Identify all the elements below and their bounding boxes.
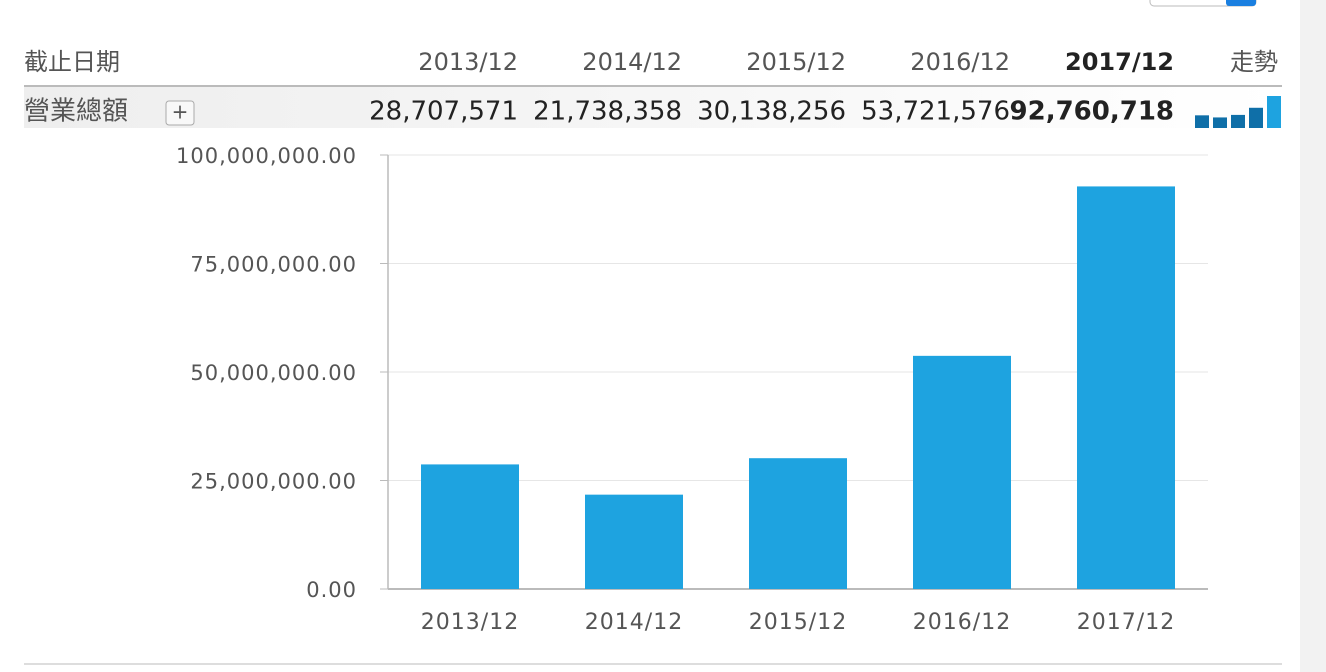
y-tick-label: 25,000,000.00	[190, 470, 357, 494]
column-header: 2016/12	[910, 48, 1010, 76]
plus-icon[interactable]: +	[172, 100, 189, 124]
column-header: 2017/12	[1065, 48, 1174, 76]
expand-button[interactable]	[165, 100, 195, 126]
y-tick-label: 0.00	[306, 578, 357, 602]
column-header: 2014/12	[582, 48, 682, 76]
cell: 30,138,256	[697, 97, 846, 127]
bar	[585, 494, 683, 589]
bar	[749, 458, 847, 589]
bar	[421, 464, 519, 589]
sparkline-bar	[1231, 114, 1245, 128]
y-tick-label: 75,000,000.00	[190, 253, 357, 277]
x-tick-label: 2014/12	[585, 610, 683, 635]
scrollbar-track	[1300, 0, 1326, 672]
bar	[1077, 186, 1175, 589]
row-label: 營業總額	[24, 97, 128, 127]
cell: 92,760,718	[1010, 97, 1174, 127]
row-background	[24, 87, 1282, 128]
cell: 21,738,358	[533, 97, 682, 127]
column-header: 2015/12	[746, 48, 846, 76]
column-header: 2013/12	[418, 48, 518, 76]
cell: 53,721,576	[861, 97, 1010, 127]
sparkline-bar	[1195, 115, 1209, 128]
x-tick-label: 2015/12	[749, 610, 847, 635]
bar	[913, 355, 1011, 589]
x-tick-label: 2013/12	[421, 610, 519, 635]
sparkline-bar	[1213, 117, 1227, 128]
sparkline-bar	[1267, 96, 1281, 128]
x-tick-label: 2016/12	[913, 610, 1011, 635]
column-header: 截止日期	[24, 48, 120, 76]
x-tick-label: 2017/12	[1077, 610, 1175, 635]
y-tick-label: 50,000,000.00	[190, 361, 357, 385]
sparkline-bar	[1249, 107, 1263, 128]
column-header: 走勢	[1230, 48, 1278, 76]
select-button[interactable]	[1226, 0, 1256, 6]
y-tick-label: 100,000,000.00	[176, 144, 357, 168]
cell: 28,707,571	[369, 97, 518, 127]
